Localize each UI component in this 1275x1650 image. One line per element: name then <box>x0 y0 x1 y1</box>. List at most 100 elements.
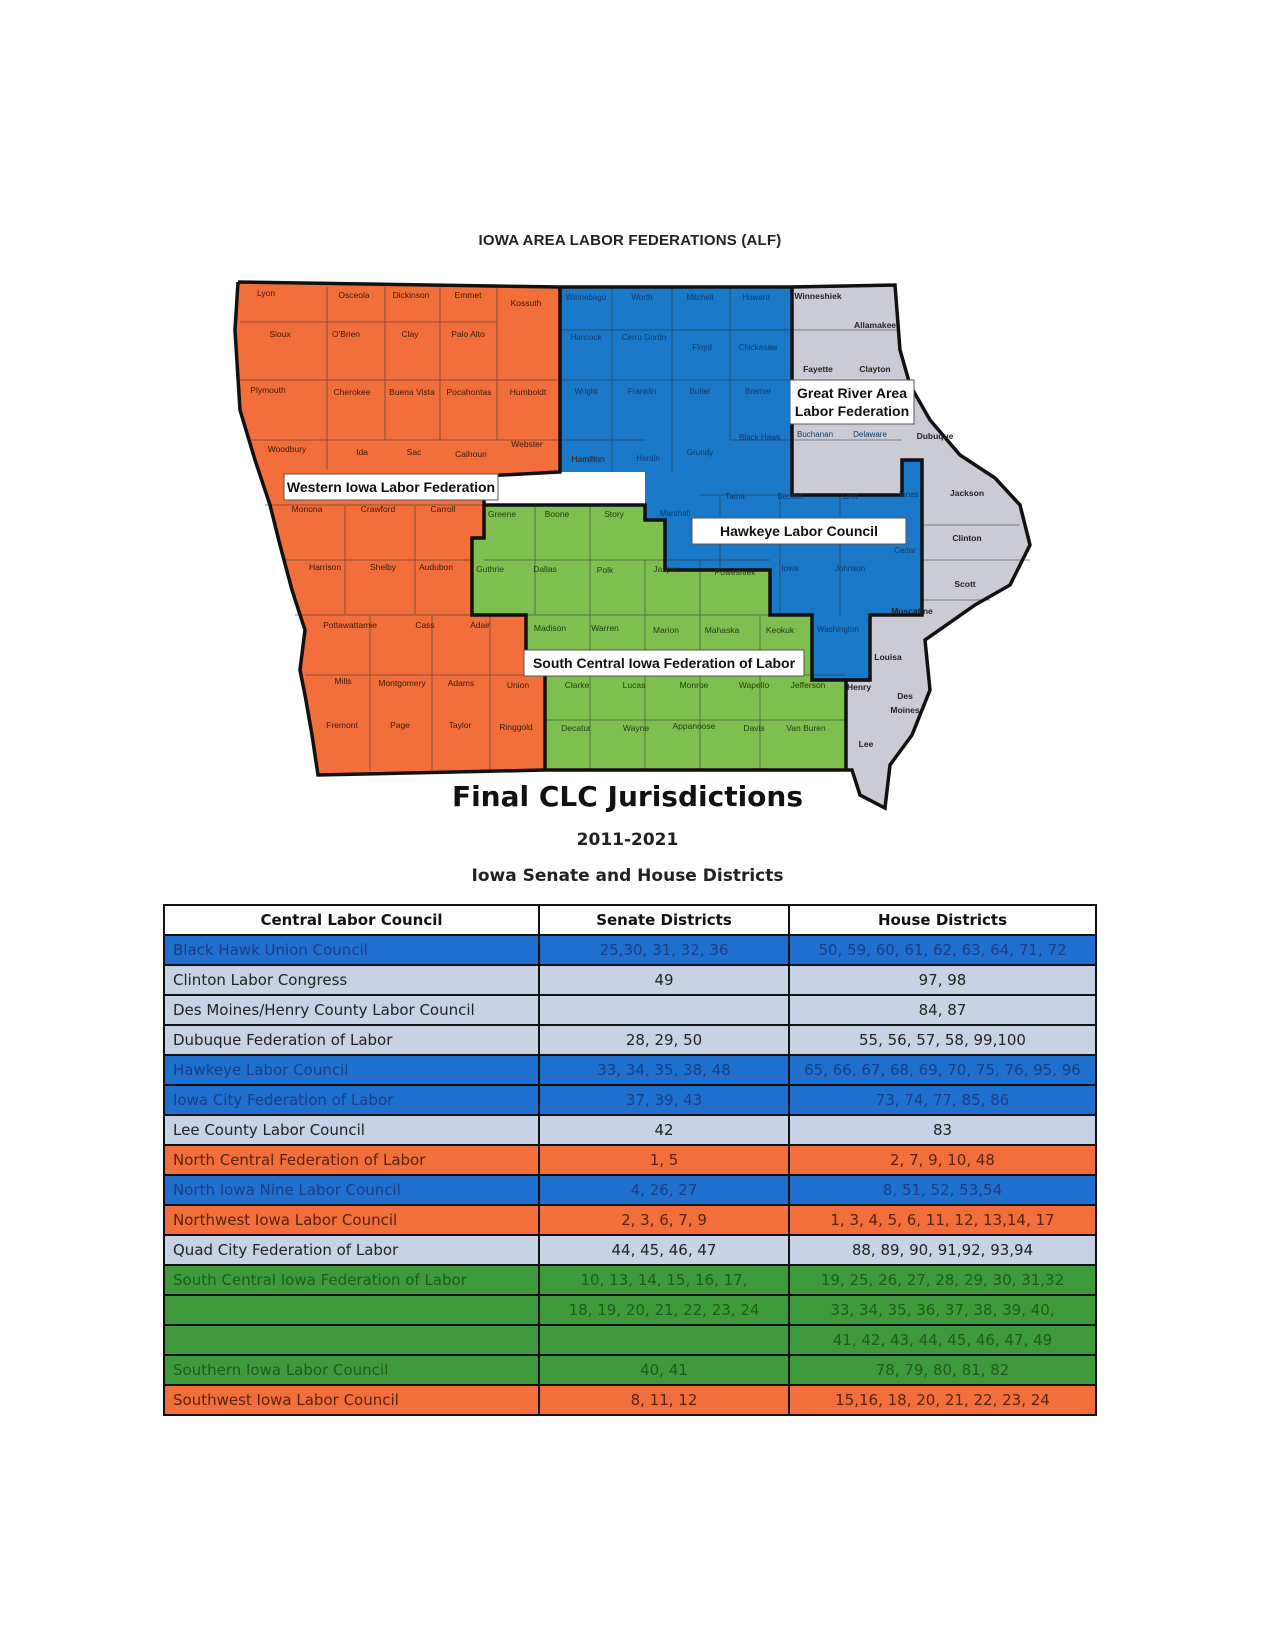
county-label: Monroe <box>680 680 709 690</box>
county-label: Jefferson <box>791 680 826 690</box>
senate-districts-cell: 42 <box>538 1114 790 1146</box>
county-label: Clayton <box>859 364 890 374</box>
council-cell: Hawkeye Labor Council <box>163 1054 540 1086</box>
council-cell: Dubuque Federation of Labor <box>163 1024 540 1056</box>
county-label: Palo Alto <box>451 329 485 339</box>
county-label: Johnson <box>835 564 865 573</box>
county-label: Buena Vista <box>389 387 435 397</box>
county-label: Greene <box>488 509 517 519</box>
state-outline <box>233 280 1032 811</box>
county-label: Franklin <box>628 387 656 396</box>
table-row: Clinton Labor Congress 49 97, 98 <box>163 964 1097 996</box>
county-label: Lee <box>859 739 874 749</box>
council-cell: Southern Iowa Labor Council <box>163 1354 540 1386</box>
senate-districts-cell: 1, 5 <box>538 1144 790 1176</box>
senate-districts-cell: 33, 34, 35, 38, 48 <box>538 1054 790 1086</box>
house-districts-cell: 8, 51, 52, 53,54 <box>788 1174 1097 1206</box>
council-cell: South Central Iowa Federation of Labor <box>163 1264 540 1296</box>
county-label: Madison <box>534 623 566 633</box>
column-header: Senate Districts <box>538 904 790 936</box>
label-western: Western Iowa Labor Federation <box>283 473 499 501</box>
house-districts-cell: 78, 79, 80, 81, 82 <box>788 1354 1097 1386</box>
table-row: Hawkeye Labor Council 33, 34, 35, 38, 48 6… <box>163 1054 1097 1086</box>
border-great-river <box>790 287 924 770</box>
county-label: Monona <box>292 504 323 514</box>
house-districts-cell: 1, 3, 4, 5, 6, 11, 12, 13,14, 17 <box>788 1204 1097 1236</box>
county-label: Shelby <box>370 562 397 572</box>
table-row: Black Hawk Union Council 25,30, 31, 32, 3… <box>163 934 1097 966</box>
county-label: Bremer <box>745 387 772 396</box>
border-hawkeye-south <box>484 503 870 682</box>
county-label: Montgomery <box>378 678 426 688</box>
county-label: Floyd <box>692 343 712 352</box>
house-districts-cell: 15,16, 18, 20, 21, 22, 23, 24 <box>788 1384 1097 1416</box>
county-label: Carroll <box>430 504 455 514</box>
county-label: Harrison <box>309 562 341 572</box>
county-label: Mills <box>335 676 352 686</box>
senate-districts-cell <box>538 994 790 1026</box>
table-row: Lee County Labor Council 42 83 <box>163 1114 1097 1146</box>
county-label: Sioux <box>269 329 291 339</box>
county-label: Story <box>604 509 625 519</box>
house-districts-cell: 50, 59, 60, 61, 62, 63, 64, 71, 72 <box>788 934 1097 966</box>
county-label: Moines <box>890 705 920 715</box>
county-label: Adair <box>470 620 490 630</box>
house-districts-cell: 41, 42, 43, 44, 45, 46, 47, 49 <box>788 1324 1097 1356</box>
council-cell: Southwest Iowa Labor Council <box>163 1384 540 1416</box>
county-label: Fremont <box>326 720 358 730</box>
council-cell: Clinton Labor Congress <box>163 964 540 996</box>
county-label: Grundy <box>687 448 713 457</box>
clc-jurisdiction-table: Central Labor Council Senate Districts H… <box>163 904 1097 1416</box>
label-great-river: Great River Area Labor Federation <box>789 379 915 425</box>
label-south-central-text: South Central Iowa Federation of Labor <box>533 655 796 671</box>
county-label: Winneshiek <box>794 291 841 301</box>
label-hawkeye: Hawkeye Labor Council <box>691 517 907 545</box>
county-label: Appanoose <box>672 721 715 731</box>
county-label: Clinton <box>952 533 981 543</box>
county-label: Henry <box>847 682 871 692</box>
house-districts-cell: 88, 89, 90, 91,92, 93,94 <box>788 1234 1097 1266</box>
house-districts-cell: 19, 25, 26, 27, 28, 29, 30, 31,32 <box>788 1264 1097 1296</box>
region-hawkeye-council <box>560 287 922 680</box>
senate-districts-cell: 18, 19, 20, 21, 22, 23, 24 <box>538 1294 790 1326</box>
county-label: Dallas <box>533 564 557 574</box>
county-label: Winnebago <box>566 293 607 302</box>
county-label: Cass <box>415 620 434 630</box>
county-label: Howard <box>742 293 770 302</box>
county-label: Louisa <box>874 652 902 662</box>
label-hawkeye-text: Hawkeye Labor Council <box>720 523 878 539</box>
county-label: Buchanan <box>797 430 833 439</box>
county-label: Mahaska <box>705 625 740 635</box>
table-row: North Central Federation of Labor 1, 5 2, … <box>163 1144 1097 1176</box>
senate-districts-cell: 49 <box>538 964 790 996</box>
county-label: Davis <box>743 723 764 733</box>
county-label: Pottawattamie <box>323 620 377 630</box>
page-subtitle: Iowa Senate and House Districts <box>471 866 784 886</box>
county-label: Ringgold <box>499 722 533 732</box>
county-label: Hamilton <box>571 454 605 464</box>
county-label: Adams <box>448 678 474 688</box>
county-label: Poweshiek <box>714 567 756 577</box>
county-label: Iowa <box>782 564 799 573</box>
county-label: Marion <box>653 625 679 635</box>
house-districts-cell: 83 <box>788 1114 1097 1146</box>
county-label: O'Brien <box>332 329 360 339</box>
county-label: Crawford <box>361 504 396 514</box>
table-header-row: Central Labor Council Senate Districts H… <box>163 904 1097 936</box>
council-cell: Black Hawk Union Council <box>163 934 540 966</box>
senate-districts-cell: 10, 13, 14, 15, 16, 17, <box>538 1264 790 1296</box>
senate-districts-cell: 40, 41 <box>538 1354 790 1386</box>
map-title: IOWA AREA LABOR FEDERATIONS (ALF) <box>478 232 782 249</box>
label-great-river-line1: Great River Area <box>797 385 907 401</box>
house-districts-cell: 55, 56, 57, 58, 99,100 <box>788 1024 1097 1056</box>
county-label: Osceola <box>338 290 369 300</box>
county-label: Union <box>507 680 529 690</box>
senate-districts-cell <box>538 1324 790 1356</box>
senate-districts-cell: 2, 3, 6, 7, 9 <box>538 1204 790 1236</box>
council-cell: Lee County Labor Council <box>163 1114 540 1146</box>
county-label: Chickasaw <box>739 343 778 352</box>
council-cell <box>163 1294 540 1326</box>
county-label: Taylor <box>449 720 472 730</box>
county-label: Boone <box>545 509 570 519</box>
county-label: Lucas <box>623 680 646 690</box>
